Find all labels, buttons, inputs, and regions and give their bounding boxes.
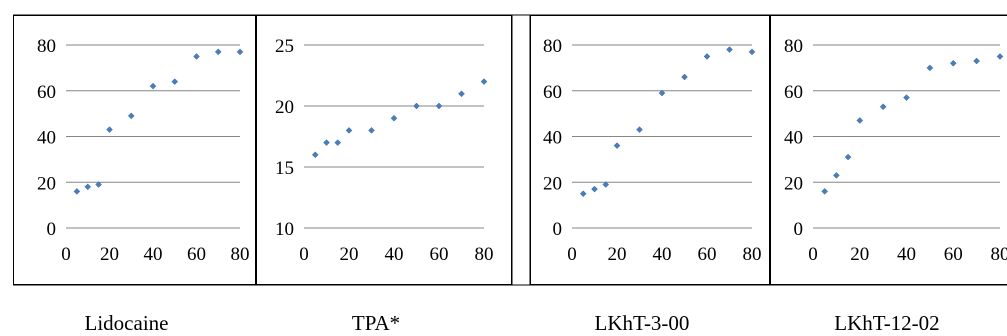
- y-tick-label: 60: [37, 82, 56, 103]
- data-point: [106, 126, 113, 133]
- data-point: [833, 172, 840, 179]
- panel-frame: [770, 15, 1007, 285]
- y-tick-label: 40: [543, 128, 562, 149]
- data-point: [435, 102, 443, 110]
- data-point: [844, 153, 852, 161]
- data-point: [636, 126, 643, 133]
- data-point: [879, 103, 887, 111]
- panel-caption: Lidocaine: [85, 311, 169, 335]
- x-tick-label: 40: [144, 244, 163, 265]
- x-tick-label: 20: [850, 244, 869, 265]
- x-tick-label: 40: [653, 244, 672, 265]
- data-point: [856, 117, 864, 124]
- x-tick-label: 60: [187, 244, 206, 265]
- y-tick-label: 0: [553, 219, 563, 240]
- data-point: [311, 151, 319, 159]
- data-point: [949, 59, 957, 67]
- y-tick-label: 60: [784, 82, 803, 103]
- x-tick-label: 80: [475, 244, 494, 265]
- x-tick-label: 60: [430, 244, 449, 265]
- data-point: [334, 139, 342, 146]
- data-point: [726, 46, 733, 53]
- chart-panel-2: 10 15 20 25 0 20 40 60 80: [256, 15, 512, 285]
- x-tick-label: 0: [808, 244, 818, 265]
- panel-caption: LKhT-12-02: [834, 311, 939, 335]
- data-point: [703, 53, 711, 60]
- data-point: [214, 48, 222, 56]
- data-point: [579, 190, 587, 198]
- panel-caption: LKhT-3-00: [595, 311, 690, 335]
- y-tick-label: 20: [275, 97, 294, 118]
- chart-panel-1: 0 20 40 60 80 0 20 40 60 80: [13, 15, 256, 285]
- data-point: [149, 82, 157, 90]
- y-tick-label: 80: [784, 36, 803, 57]
- x-tick-label: 20: [340, 244, 359, 265]
- data-point: [681, 73, 688, 81]
- x-tick-label: 60: [698, 244, 717, 265]
- data-point: [171, 78, 179, 85]
- data-point: [368, 127, 375, 134]
- y-tick-label: 0: [47, 219, 57, 240]
- data-point: [345, 127, 353, 134]
- data-point: [602, 181, 610, 188]
- x-tick-label: 0: [567, 244, 577, 265]
- data-point: [193, 53, 200, 60]
- data-point: [996, 53, 1004, 60]
- x-tick-label: 20: [608, 244, 627, 265]
- panel-frame: [530, 15, 770, 285]
- y-tick-label: 10: [275, 219, 294, 240]
- y-tick-label: 0: [794, 219, 804, 240]
- data-point: [95, 181, 102, 188]
- data-point: [127, 112, 135, 120]
- data-point: [236, 48, 244, 56]
- data-point: [973, 57, 980, 65]
- x-tick-label: 60: [944, 244, 963, 265]
- x-tick-label: 40: [897, 244, 916, 265]
- data-point: [84, 183, 92, 191]
- x-tick-label: 0: [61, 244, 71, 265]
- y-tick-label: 25: [275, 36, 294, 57]
- x-tick-label: 0: [299, 244, 309, 265]
- x-tick-label: 80: [743, 244, 762, 265]
- data-point: [748, 48, 756, 56]
- data-point: [591, 185, 598, 193]
- data-point: [926, 64, 934, 72]
- y-tick-label: 80: [543, 36, 562, 57]
- y-tick-label: 20: [37, 173, 56, 194]
- data-point: [413, 102, 420, 110]
- data-point: [613, 142, 621, 150]
- chart-panel-4: 0 20 40 60 80 0 20 40 60 80: [770, 15, 1007, 285]
- y-tick-label: 80: [37, 36, 56, 57]
- data-point: [458, 90, 465, 98]
- x-tick-label: 20: [100, 244, 119, 265]
- panel-caption: TPA*: [352, 311, 400, 335]
- data-point: [390, 114, 398, 122]
- x-tick-label: 80: [991, 244, 1007, 265]
- y-tick-label: 20: [543, 173, 562, 194]
- chart-panel-3: 0 20 40 60 80 0 20 40 60 80: [530, 15, 770, 285]
- y-tick-label: 15: [275, 158, 294, 179]
- y-tick-label: 20: [784, 173, 803, 194]
- y-tick-label: 60: [543, 82, 562, 103]
- y-tick-label: 40: [784, 128, 803, 149]
- y-tick-label: 40: [37, 128, 56, 149]
- x-tick-label: 80: [231, 244, 250, 265]
- x-tick-label: 40: [385, 244, 404, 265]
- panel-frame: [13, 15, 256, 285]
- data-point: [903, 94, 910, 101]
- data-point: [658, 89, 666, 97]
- data-point: [323, 139, 330, 146]
- panel-frame: [256, 15, 512, 285]
- data-point: [480, 78, 488, 85]
- data-point: [73, 188, 81, 195]
- data-point: [821, 188, 829, 195]
